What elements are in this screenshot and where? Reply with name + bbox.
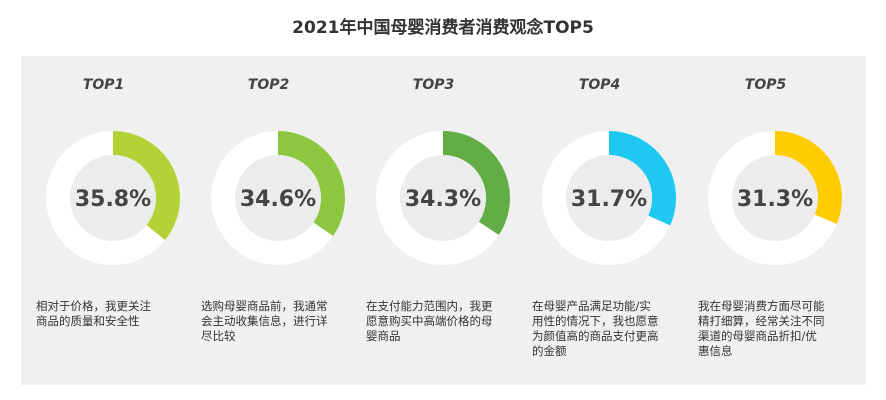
rank-label: TOP4 — [578, 77, 621, 93]
rank-label: TOP3 — [412, 77, 455, 93]
description-line: 尽比较 — [201, 329, 236, 343]
description-line: 用性的情况下，我也愿意 — [532, 314, 659, 328]
description: 我在母婴消费方面尽可能 精打细算，经常关注不同 渠道的母婴商品折扣/优 惠信息 — [698, 299, 848, 359]
value-label: 35.8% — [75, 187, 151, 212]
description-line: 相对于价格，我更关注 — [36, 299, 151, 313]
value-label: 31.7% — [571, 187, 647, 212]
donut-column-2: TOP2 34.6% 选购母婴商品前，我通常 会主动收集信息，进行详 尽比较 — [186, 56, 351, 385]
description-line: 选购母婴商品前，我通常 — [201, 299, 328, 313]
value-label: 34.3% — [405, 187, 481, 212]
donut-column-1: TOP1 35.8% 相对于价格，我更关注 商品的质量和安全性 — [21, 56, 186, 385]
donut-center — [732, 155, 818, 241]
description-line: 会主动收集信息，进行详 — [201, 314, 328, 328]
description: 在母婴产品满足功能/实 用性的情况下，我也愿意 为颜值高的商品支付更高 的金额 — [532, 299, 682, 359]
description-line: 惠信息 — [698, 344, 733, 358]
chart-panel: TOP1 35.8% 相对于价格，我更关注 商品的质量和安全性 TOP2 34.6% 选购母… — [21, 56, 866, 385]
description-line: 的金额 — [532, 344, 567, 358]
donut-center — [566, 155, 652, 241]
value-label: 31.3% — [737, 187, 813, 212]
donut-chart: 31.7% — [539, 128, 679, 268]
donut-center — [235, 155, 321, 241]
donut-chart: 31.3% — [705, 128, 845, 268]
donut-svg: 34.6% — [211, 131, 345, 265]
chart-title: 2021年中国母婴消费者消费观念TOP5 — [292, 18, 594, 38]
donut-segment — [113, 131, 180, 241]
donut-chart: 35.8% — [43, 128, 183, 268]
description-line: 为颜值高的商品支付更高 — [532, 329, 659, 343]
description: 选购母婴商品前，我通常 会主动收集信息，进行详 尽比较 — [201, 299, 351, 344]
description-line: 愿意购买中高端价格的母 — [366, 314, 493, 328]
donut-center — [70, 155, 156, 241]
value-label: 34.6% — [240, 187, 316, 212]
donut-center — [400, 155, 486, 241]
rank-label: TOP5 — [744, 77, 787, 93]
description: 相对于价格，我更关注 商品的质量和安全性 — [36, 299, 186, 329]
description-line: 婴商品 — [366, 329, 401, 343]
description-line: 在母婴产品满足功能/实 — [532, 299, 651, 313]
donut-column-5: TOP5 31.3% 我在母婴消费方面尽可能 精打细算，经常关注不同 渠道的母婴商品折扣… — [683, 56, 848, 385]
rank-label: TOP1 — [82, 77, 125, 93]
donut-chart: 34.3% — [373, 128, 513, 268]
donut-svg: 34.3% — [376, 131, 510, 265]
description: 在支付能力范围内，我更 愿意购买中高端价格的母 婴商品 — [366, 299, 516, 344]
description-line: 我在母婴消费方面尽可能 — [698, 299, 825, 313]
donut-column-3: TOP3 34.3% 在支付能力范围内，我更 愿意购买中高端价格的母 婴商品 — [351, 56, 516, 385]
donut-column-4: TOP4 31.7% 在母婴产品满足功能/实 用性的情况下，我也愿意 为颜值高的商品支付… — [517, 56, 682, 385]
description-line: 在支付能力范围内，我更 — [366, 299, 493, 313]
donut-svg: 31.7% — [542, 131, 676, 265]
donut-svg: 31.3% — [708, 131, 842, 265]
description-line: 精打细算，经常关注不同 — [698, 314, 825, 328]
donut-segment — [278, 131, 345, 237]
description-line: 渠道的母婴商品折扣/优 — [698, 329, 817, 343]
donut-chart: 34.6% — [208, 128, 348, 268]
donut-segment — [443, 131, 510, 235]
donut-svg: 35.8% — [46, 131, 180, 265]
donut-segment — [775, 131, 842, 224]
rank-label: TOP2 — [247, 77, 290, 93]
description-line: 商品的质量和安全性 — [36, 314, 140, 328]
donut-segment — [609, 131, 676, 226]
